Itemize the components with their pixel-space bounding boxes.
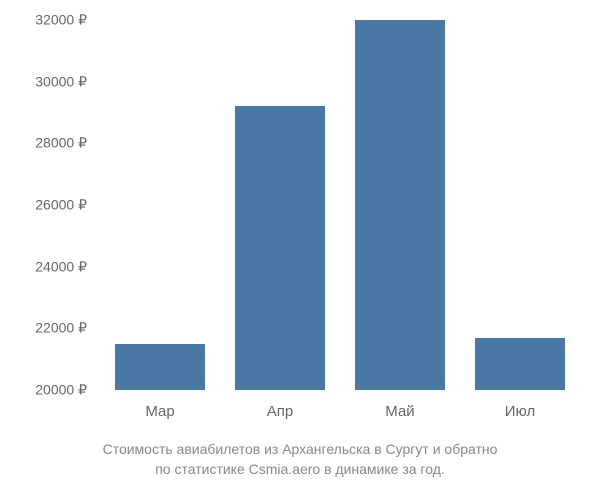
y-tick-label: 28000 ₽	[35, 135, 87, 152]
x-tick-label: Мар	[145, 403, 174, 420]
x-tick-label: Май	[385, 403, 414, 420]
bar	[115, 344, 205, 390]
bar	[355, 20, 445, 390]
x-tick-label: Апр	[267, 403, 293, 420]
x-tick-label: Июл	[505, 403, 535, 420]
chart-plot-area	[100, 20, 580, 390]
chart-caption: Стоимость авиабилетов из Архангельска в …	[0, 440, 600, 479]
caption-line-2: по статистике Csmia.aero в динамике за г…	[20, 460, 580, 480]
y-tick-label: 22000 ₽	[35, 320, 87, 337]
y-tick-label: 32000 ₽	[35, 12, 87, 29]
bars-container	[100, 20, 580, 390]
bar	[235, 106, 325, 390]
y-tick-label: 30000 ₽	[35, 73, 87, 90]
x-axis: Мар Апр Май Июл	[100, 395, 580, 425]
bar	[475, 338, 565, 390]
y-tick-label: 24000 ₽	[35, 258, 87, 275]
y-tick-label: 26000 ₽	[35, 197, 87, 214]
caption-line-1: Стоимость авиабилетов из Архангельска в …	[20, 440, 580, 460]
y-axis: 20000 ₽22000 ₽24000 ₽26000 ₽28000 ₽30000…	[0, 20, 95, 390]
y-tick-label: 20000 ₽	[35, 382, 87, 399]
